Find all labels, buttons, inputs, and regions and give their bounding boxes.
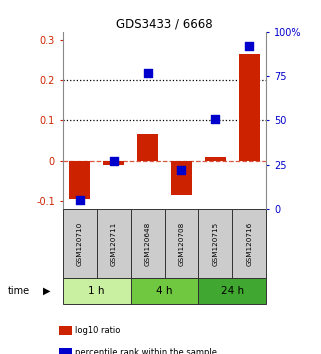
Text: GSM120715: GSM120715	[213, 221, 219, 266]
Bar	[131, 209, 164, 278]
Bar	[205, 158, 226, 161]
Text: GSM120716: GSM120716	[247, 221, 252, 266]
Text: GSM120708: GSM120708	[178, 221, 185, 266]
Text: time: time	[8, 286, 30, 296]
Point	[247, 43, 252, 49]
Bar	[198, 209, 232, 278]
Bar	[63, 209, 97, 278]
Text: log10 ratio: log10 ratio	[75, 326, 121, 336]
Bar	[198, 278, 266, 304]
Text: 1 h: 1 h	[88, 286, 105, 296]
Bar	[164, 209, 198, 278]
Bar	[69, 161, 90, 199]
Bar	[239, 54, 260, 161]
Point	[179, 167, 184, 173]
Title: GDS3433 / 6668: GDS3433 / 6668	[116, 18, 213, 31]
Text: 4 h: 4 h	[156, 286, 173, 296]
Text: percentile rank within the sample: percentile rank within the sample	[75, 348, 217, 354]
Point	[145, 70, 150, 75]
Bar	[137, 135, 158, 161]
Bar	[103, 161, 124, 165]
Text: GSM120710: GSM120710	[77, 221, 82, 266]
Text: GSM120711: GSM120711	[110, 221, 117, 266]
Bar	[97, 209, 131, 278]
Point	[77, 197, 82, 203]
Bar	[232, 209, 266, 278]
Point	[111, 158, 116, 164]
Bar	[171, 161, 192, 195]
Point	[213, 116, 218, 121]
Text: GSM120648: GSM120648	[144, 221, 151, 266]
Bar	[63, 278, 131, 304]
Text: ▶: ▶	[43, 286, 51, 296]
Text: 24 h: 24 h	[221, 286, 244, 296]
Bar	[131, 278, 198, 304]
